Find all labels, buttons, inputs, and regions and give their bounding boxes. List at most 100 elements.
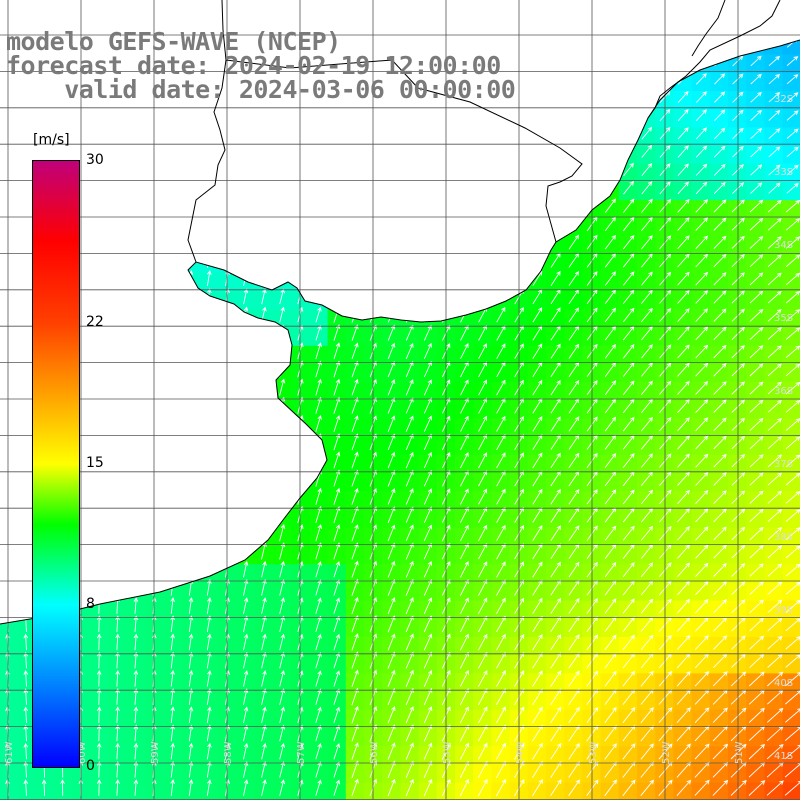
wind-cell [382,728,401,747]
wind-cell [309,491,329,511]
wind-arrow [496,742,506,760]
wind-arrow [785,636,800,650]
wind-cell [382,546,401,565]
wind-cell [728,418,747,438]
wind-cell [491,637,511,656]
wind-arrow [351,524,359,542]
wind-cell [728,273,747,292]
wind-cell [618,455,638,474]
wind-arrow [459,470,469,487]
wind-arrow [695,562,709,577]
wind-arrow [496,343,506,359]
wind-cell [109,691,128,711]
wind-cell [236,673,256,693]
wind-cell [764,72,784,92]
wind-cell [527,782,547,800]
wind-arrow [622,380,635,395]
wind-arrow [243,742,249,760]
wind-cell [546,491,565,511]
wind-arrow [713,526,727,541]
wind-cell [400,455,420,474]
wind-arrow [767,218,782,231]
wind-cell [728,673,747,693]
wind-arrow [96,669,102,687]
wind-arrow [767,654,783,668]
wind-arrow [170,742,175,760]
wind-arrow [677,145,689,158]
wind-cell [618,254,638,274]
wind-cell [273,546,292,565]
wind-arrow [133,724,139,742]
wind-arrow [677,326,690,341]
wind-cell [546,273,565,292]
wind-cell [618,491,638,511]
wind-arrow [279,523,286,542]
wind-cell [691,109,711,128]
wind-cell [618,691,638,711]
wind-cell [473,546,492,565]
wind-arrow [532,525,543,541]
coastline [0,39,800,625]
wind-cell [491,546,511,565]
wind-arrow [568,489,580,505]
wind-cell [709,782,729,800]
wind-arrow [460,397,469,414]
wind-cell [673,91,693,110]
wind-arrow [750,55,762,67]
latitude-label: 38S [774,532,793,543]
wind-cell [327,746,347,765]
wind-arrow [677,271,690,286]
wind-cell [0,637,19,656]
wind-cell [163,764,183,784]
wind-cell [236,728,256,747]
wind-cell [673,200,693,219]
wind-arrow [387,379,396,396]
wind-cell [473,509,492,529]
wind-arrow [351,415,359,433]
wind-cell [600,782,620,800]
wind-arrow [768,146,781,158]
wind-arrow [695,362,709,377]
wind-cell [691,254,711,274]
wind-arrow [748,780,766,796]
wind-arrow [133,688,139,705]
wind-cell [728,509,747,529]
wind-arrow [351,433,359,451]
wind-cell [691,163,711,183]
wind-arrow [351,560,359,578]
wind-cell [291,637,310,656]
wind-arrow [713,562,727,577]
wind-arrow [315,396,322,414]
wind-cell [291,746,310,765]
wind-cell [637,673,656,693]
wind-cell [236,291,256,310]
wind-cell [418,637,438,656]
wind-cell [673,709,693,729]
wind-arrow [351,487,359,505]
wind-arrow [279,615,286,633]
wind-arrow [333,779,341,796]
wind-cell [600,564,620,583]
wind-cell [673,618,693,638]
wind-cell [400,491,420,511]
wind-cell [637,364,656,383]
wind-cell [309,582,329,602]
wind-cell [546,728,565,747]
wind-cell [709,163,729,183]
wind-arrow [532,779,543,797]
wind-cell [145,673,165,693]
wind-cell [382,764,401,784]
wind-cell [637,655,656,674]
wind-arrow [695,163,708,176]
wind-cell [691,364,711,383]
wind-arrow [532,307,543,323]
wind-cell [691,291,711,310]
wind-cell [673,382,693,401]
wind-cell [618,436,638,456]
wind-arrow [405,488,414,505]
wind-cell [309,546,329,565]
longitude-label: 52W [661,741,672,764]
wind-cell [527,455,547,474]
wind-cell [473,364,492,383]
wind-arrow [550,706,562,724]
